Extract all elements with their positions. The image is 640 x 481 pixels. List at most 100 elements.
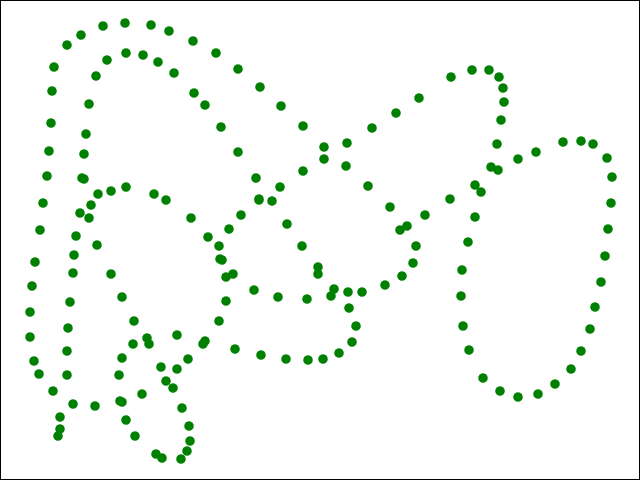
dot-75	[343, 287, 353, 297]
dot-42	[600, 251, 610, 261]
dot-70	[228, 269, 238, 279]
dot-130	[128, 339, 138, 349]
dot-4	[164, 26, 174, 36]
dot-65	[236, 210, 246, 220]
dot-138	[334, 348, 344, 358]
dot-32	[478, 373, 488, 383]
dot-160	[84, 99, 94, 109]
dot-177	[44, 146, 54, 156]
dot-76	[357, 287, 367, 297]
dot-172	[27, 281, 37, 291]
dot-120	[185, 436, 195, 446]
dot-119	[184, 421, 194, 431]
dot-181	[62, 40, 72, 50]
dot-26	[470, 212, 480, 222]
dot-158	[102, 55, 112, 65]
dot-16	[446, 72, 456, 82]
dot-137	[318, 354, 328, 364]
dot-72	[273, 292, 283, 302]
dot-58	[385, 202, 395, 212]
dot-149	[251, 173, 261, 183]
dot-61	[319, 154, 329, 164]
dot-57	[395, 225, 405, 235]
dot-125	[130, 431, 140, 441]
dot-155	[153, 57, 163, 67]
dot-33	[495, 386, 505, 396]
dot-77	[380, 280, 390, 290]
dot-84	[69, 250, 79, 260]
dot-6	[211, 48, 221, 58]
dot-82	[75, 208, 85, 218]
dot-7	[233, 64, 243, 74]
dot-145	[297, 241, 307, 251]
dot-63	[275, 182, 285, 192]
dot-27	[463, 237, 473, 247]
dot-159	[91, 71, 101, 81]
dot-55	[420, 210, 430, 220]
dot-104	[149, 189, 159, 199]
dot-91	[90, 401, 100, 411]
dot-109	[84, 213, 94, 223]
dot-107	[93, 189, 103, 199]
dot-127	[117, 397, 127, 407]
dot-146	[282, 219, 292, 229]
dot-175	[38, 198, 48, 208]
dot-116	[156, 362, 166, 372]
dot-156	[138, 50, 148, 60]
dot-99	[221, 296, 231, 306]
dot-5	[188, 36, 198, 46]
dot-28	[457, 265, 467, 275]
dot-60	[341, 161, 351, 171]
dot-142	[329, 284, 339, 294]
dot-150	[233, 147, 243, 157]
dot-78	[397, 271, 407, 281]
dot-126	[121, 415, 131, 425]
dot-100	[217, 255, 227, 265]
dot-38	[576, 346, 586, 356]
dot-157	[121, 48, 131, 58]
dot-10	[298, 121, 308, 131]
dot-18	[484, 65, 494, 75]
dot-56	[402, 221, 412, 231]
dot-139	[347, 337, 357, 347]
dot-29	[456, 291, 466, 301]
dot-39	[585, 324, 595, 334]
dot-112	[117, 292, 127, 302]
dot-37	[566, 364, 576, 374]
dot-169	[29, 356, 39, 366]
dot-62	[298, 166, 308, 176]
dot-90	[68, 399, 78, 409]
dot-170	[25, 332, 35, 342]
dot-171	[25, 307, 35, 317]
dot-144	[313, 262, 323, 272]
dot-135	[281, 354, 291, 364]
dot-129	[117, 353, 127, 363]
dot-47	[588, 139, 598, 149]
dot-89	[62, 370, 72, 380]
dot-166	[55, 412, 65, 422]
dot-124	[151, 449, 161, 459]
dot-108	[86, 200, 96, 210]
dot-71	[249, 285, 259, 295]
dot-35	[533, 389, 543, 399]
dot-141	[344, 303, 354, 313]
dot-128	[114, 370, 124, 380]
dot-45	[607, 172, 617, 182]
dot-41	[596, 277, 606, 287]
dot-153	[189, 88, 199, 98]
dot-168	[34, 369, 44, 379]
dot-3	[146, 20, 156, 30]
dot-110	[92, 240, 102, 250]
dot-31	[464, 345, 474, 355]
dot-13	[367, 123, 377, 133]
dot-15	[414, 93, 424, 103]
dot-36	[550, 379, 560, 389]
dot-151	[216, 122, 226, 132]
dot-165	[55, 424, 65, 434]
dot-103	[161, 195, 171, 205]
dot-88	[62, 346, 72, 356]
dot-182	[76, 30, 86, 40]
dot-148	[254, 194, 264, 204]
dot-9	[276, 101, 286, 111]
